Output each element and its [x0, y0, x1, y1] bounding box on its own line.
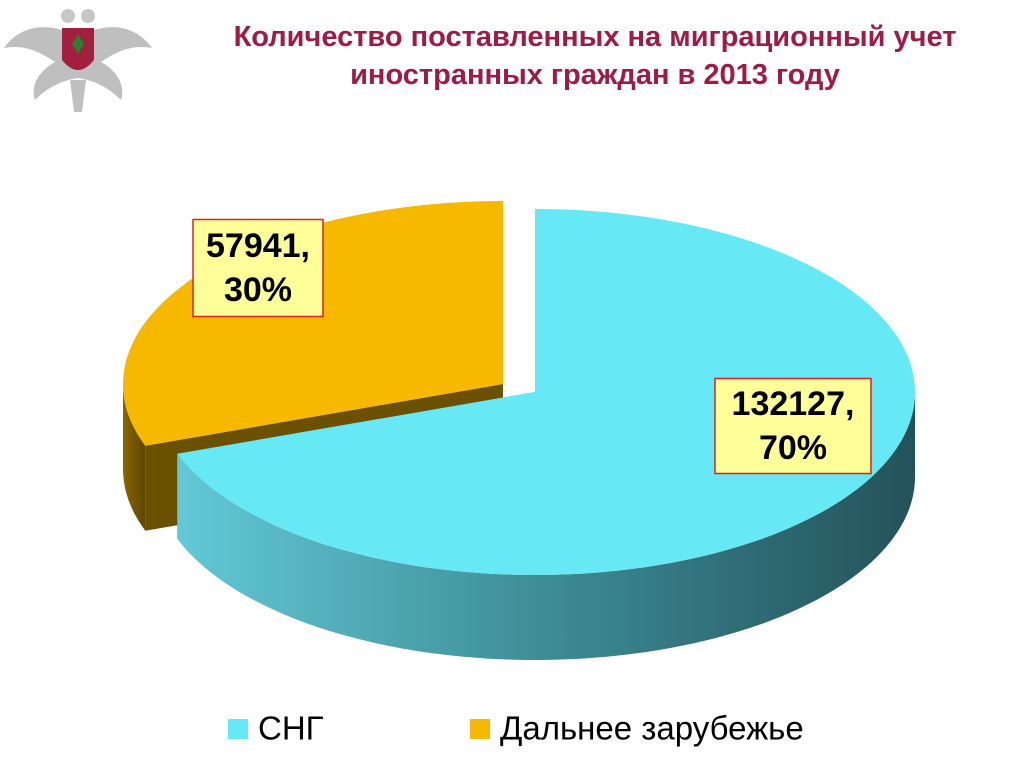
data-label-percent: 30%: [224, 271, 292, 309]
legend-label: Дальнее зарубежье: [500, 710, 804, 747]
data-label-box: [192, 218, 324, 318]
slice-wall: [177, 392, 916, 660]
slice: [123, 201, 503, 446]
legend-label: СНГ: [258, 710, 324, 747]
chart-title: Количество поставленных на миграционный …: [233, 21, 957, 91]
slice: [177, 209, 916, 575]
data-label-box: [714, 377, 872, 475]
legend-swatch: [228, 719, 248, 739]
logo: [4, 9, 152, 112]
slice-wall: [123, 384, 146, 531]
data-label: 57941,: [206, 227, 310, 265]
legend-swatch: [470, 719, 490, 739]
data-label-percent: 70%: [759, 429, 827, 467]
data-label: 132127,: [732, 385, 855, 423]
